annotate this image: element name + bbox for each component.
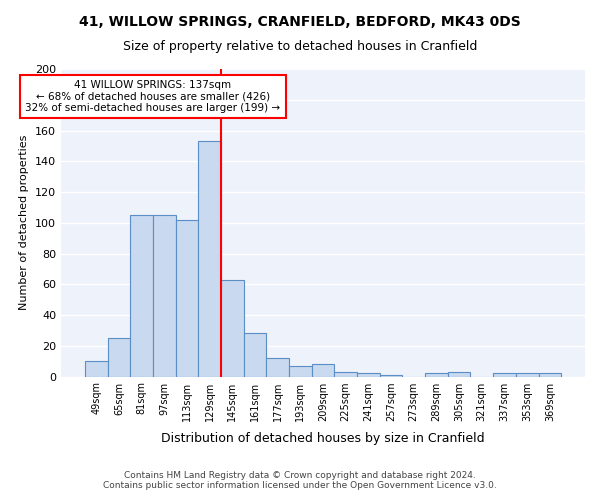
X-axis label: Distribution of detached houses by size in Cranfield: Distribution of detached houses by size … xyxy=(161,432,485,445)
Bar xyxy=(516,374,539,376)
Bar xyxy=(107,338,130,376)
Text: 41 WILLOW SPRINGS: 137sqm
← 68% of detached houses are smaller (426)
32% of semi: 41 WILLOW SPRINGS: 137sqm ← 68% of detac… xyxy=(25,80,280,113)
Bar xyxy=(289,366,311,376)
Bar xyxy=(334,372,357,376)
Bar xyxy=(176,220,198,376)
Bar xyxy=(130,215,153,376)
Bar xyxy=(380,375,403,376)
Text: 41, WILLOW SPRINGS, CRANFIELD, BEDFORD, MK43 0DS: 41, WILLOW SPRINGS, CRANFIELD, BEDFORD, … xyxy=(79,15,521,29)
Y-axis label: Number of detached properties: Number of detached properties xyxy=(19,135,29,310)
Bar xyxy=(425,374,448,376)
Bar xyxy=(266,358,289,376)
Bar xyxy=(221,280,244,376)
Bar xyxy=(85,361,107,376)
Bar xyxy=(448,372,470,376)
Bar xyxy=(493,374,516,376)
Bar xyxy=(244,334,266,376)
Bar xyxy=(153,215,176,376)
Bar xyxy=(357,374,380,376)
Bar xyxy=(198,142,221,376)
Text: Size of property relative to detached houses in Cranfield: Size of property relative to detached ho… xyxy=(123,40,477,53)
Bar xyxy=(311,364,334,376)
Bar xyxy=(539,374,561,376)
Text: Contains HM Land Registry data © Crown copyright and database right 2024.
Contai: Contains HM Land Registry data © Crown c… xyxy=(103,470,497,490)
